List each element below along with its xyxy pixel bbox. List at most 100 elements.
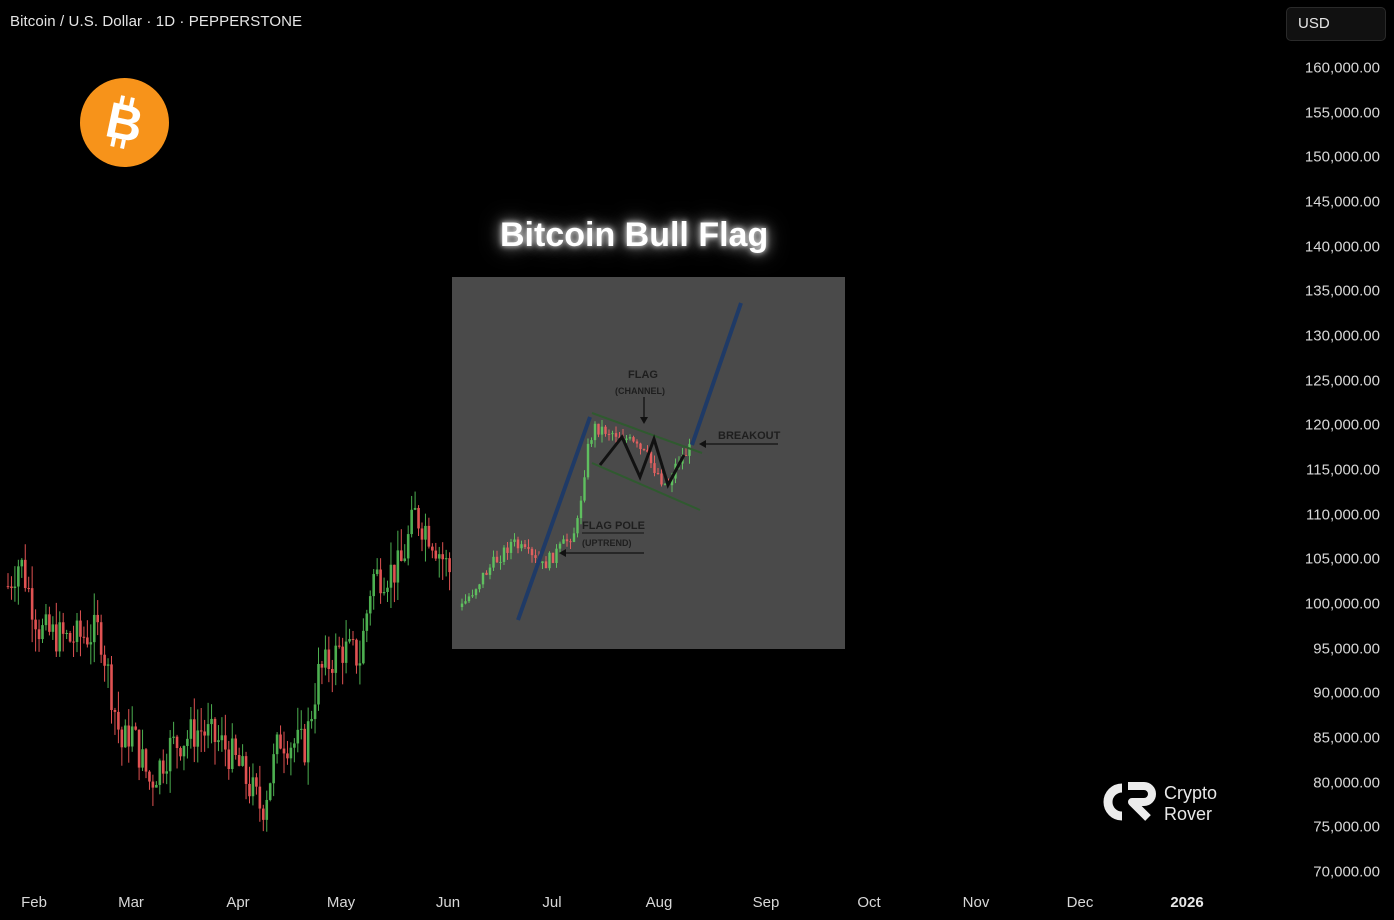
- candle-body: [272, 754, 275, 784]
- candle-body: [431, 546, 434, 551]
- candle-body: [189, 719, 193, 739]
- candle-body: [424, 525, 427, 540]
- y-tick-label: 130,000.00: [1304, 327, 1380, 345]
- candle-body: [400, 550, 403, 561]
- candle-body: [48, 614, 51, 632]
- inset-candle-body: [611, 433, 614, 435]
- candle-body: [286, 753, 289, 759]
- candle-body: [427, 525, 431, 547]
- candle-body: [368, 596, 372, 614]
- candle-body: [362, 630, 365, 664]
- candle-body: [196, 730, 200, 747]
- candle-body: [17, 566, 20, 587]
- inset-candle-body: [488, 567, 492, 575]
- candle-body: [420, 528, 424, 540]
- candle-body: [334, 645, 338, 673]
- candle-body: [375, 569, 379, 575]
- candle-body: [320, 663, 324, 668]
- candle-body: [403, 558, 407, 561]
- candle-body: [13, 586, 17, 589]
- candle-body: [293, 743, 296, 748]
- candle-body: [99, 622, 103, 655]
- symbol-title: Bitcoin / U.S. Dollar · 1D · PEPPERSTONE: [10, 13, 303, 30]
- candle-body: [313, 704, 317, 720]
- inset-candle-body: [534, 555, 537, 558]
- flag-label: FLAG: [628, 369, 658, 381]
- candle-body: [186, 738, 189, 746]
- candle-body: [410, 509, 413, 535]
- inset-candle-body: [600, 426, 604, 435]
- candle-body: [327, 649, 331, 669]
- candle-body: [65, 633, 68, 635]
- x-tick-label: Jul: [542, 894, 562, 911]
- candle-body: [237, 755, 241, 766]
- currency-button[interactable]: USD: [1286, 7, 1386, 41]
- inset-candle-body: [646, 449, 649, 453]
- inset-candle-body: [632, 437, 635, 442]
- candle-body: [213, 718, 217, 743]
- inset-candle-body: [628, 437, 632, 439]
- inset-candle-body: [495, 556, 499, 563]
- candle-body: [168, 737, 172, 772]
- x-tick-label: Aug: [645, 894, 673, 911]
- inset-candle-body: [572, 533, 576, 542]
- inset-candle-body: [548, 552, 551, 569]
- candle-body: [337, 645, 341, 647]
- y-tick-label: 125,000.00: [1304, 372, 1380, 390]
- inset-candle-body: [558, 543, 562, 549]
- candle-body: [393, 564, 396, 583]
- candle-body: [282, 748, 286, 754]
- inset-candle-body: [604, 426, 607, 434]
- inset-candle-body: [464, 601, 467, 604]
- candle-body: [106, 664, 110, 666]
- channel-lower-line: [591, 462, 701, 511]
- inset-candle-body: [555, 548, 558, 563]
- inset-candle-body: [544, 561, 548, 569]
- candle-body: [234, 738, 237, 756]
- inset-candle-body: [530, 548, 534, 556]
- candle-body: [34, 619, 37, 630]
- inset-candle-body: [502, 547, 506, 562]
- inset-candle-body: [614, 433, 618, 437]
- candle-body: [289, 747, 293, 759]
- y-tick-label: 150,000.00: [1304, 148, 1380, 166]
- inset-candle-body: [520, 544, 523, 549]
- candle-body: [279, 734, 282, 749]
- candle-body: [79, 620, 82, 637]
- y-tick-label: 135,000.00: [1304, 282, 1380, 300]
- candle-body: [413, 507, 417, 510]
- y-tick-label: 160,000.00: [1304, 59, 1380, 77]
- inset-candle-body: [590, 440, 593, 444]
- candle-body: [23, 559, 27, 589]
- x-tick-label: Nov: [962, 894, 990, 911]
- candle-body: [127, 725, 131, 747]
- inset-candle-body: [688, 443, 691, 456]
- candle-body: [179, 748, 182, 757]
- candle-body: [30, 588, 34, 620]
- y-tick-label: 90,000.00: [1313, 684, 1380, 702]
- y-tick-label: 120,000.00: [1304, 416, 1380, 434]
- candle-body: [113, 710, 117, 712]
- candle-body: [317, 663, 320, 705]
- inset-candle-body: [541, 561, 544, 564]
- candle-body: [55, 624, 58, 652]
- candle-body: [262, 808, 265, 820]
- candle-body: [396, 550, 400, 583]
- inset-candle-body: [635, 441, 639, 444]
- x-tick-label: Apr: [226, 894, 250, 911]
- candle-body: [155, 784, 158, 788]
- candle-body: [148, 771, 151, 782]
- candle-body: [27, 588, 30, 590]
- y-tick-label: 110,000.00: [1306, 506, 1380, 524]
- candle-body: [355, 639, 358, 666]
- candle-body: [348, 639, 351, 642]
- inset-candle-body: [653, 463, 656, 474]
- x-tick-label: Dec: [1066, 894, 1094, 911]
- candle-body: [58, 622, 62, 652]
- candle-body: [248, 783, 251, 797]
- flag-pole-label: FLAG POLE: [582, 520, 645, 532]
- inset-candle-body: [467, 596, 471, 602]
- price-axis[interactable]: 160,000.00 155,000.00 150,000.00 145,000.00…: [1272, 0, 1394, 920]
- y-tick-label: 115,000.00: [1306, 461, 1380, 479]
- inset-candle-body: [523, 544, 527, 548]
